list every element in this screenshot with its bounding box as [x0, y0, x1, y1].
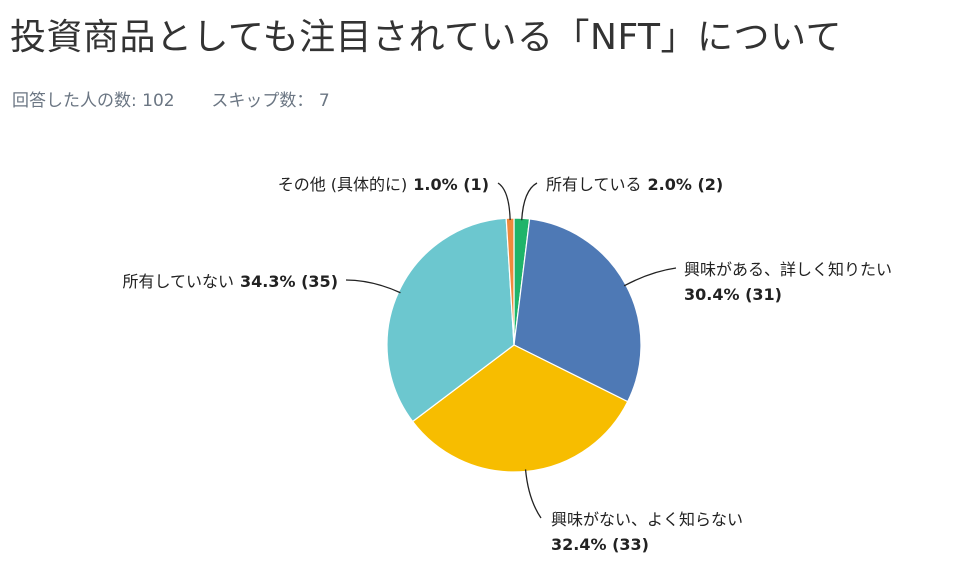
skipped-label: スキップ数：: [211, 91, 314, 111]
respondents-label: 回答した人の数:: [12, 91, 137, 111]
respondents-count: 102: [142, 91, 175, 111]
slice-label-other: その他 (具体的に) 1.0% (1): [278, 175, 489, 194]
slice-label-interested: 興味がある、詳しく知りたい: [684, 260, 892, 279]
page-title: 投資商品としても注目されている「NFT」について: [10, 17, 842, 58]
slice-label-owned: 所有している 2.0% (2): [546, 175, 723, 194]
slice-value-interested: 30.4% (31): [684, 285, 782, 304]
leader-lines: [345, 182, 677, 519]
slice-value-not-interested: 32.4% (33): [551, 535, 649, 554]
slice-label-not-interested: 興味がない、よく知らない: [551, 510, 743, 529]
pie-slices: [386, 217, 642, 473]
leader-line-2: [524, 469, 542, 519]
skipped-count: 7: [318, 91, 330, 111]
leader-line-0: [521, 182, 538, 221]
leader-line-4: [497, 182, 511, 221]
leader-line-1: [623, 267, 677, 287]
response-summary: 回答した人の数: 102 スキップ数： 7: [12, 86, 330, 111]
slice-label-not-owned: 所有していない 34.3% (35): [123, 272, 339, 291]
leader-line-3: [345, 279, 401, 294]
